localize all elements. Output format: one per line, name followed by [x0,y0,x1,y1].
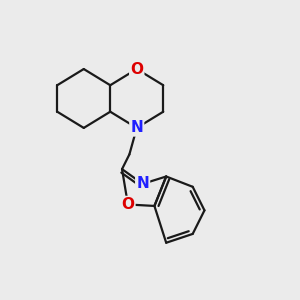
Text: N: N [130,120,143,135]
Text: O: O [130,61,143,76]
Text: O: O [122,197,134,212]
Text: N: N [136,176,149,191]
